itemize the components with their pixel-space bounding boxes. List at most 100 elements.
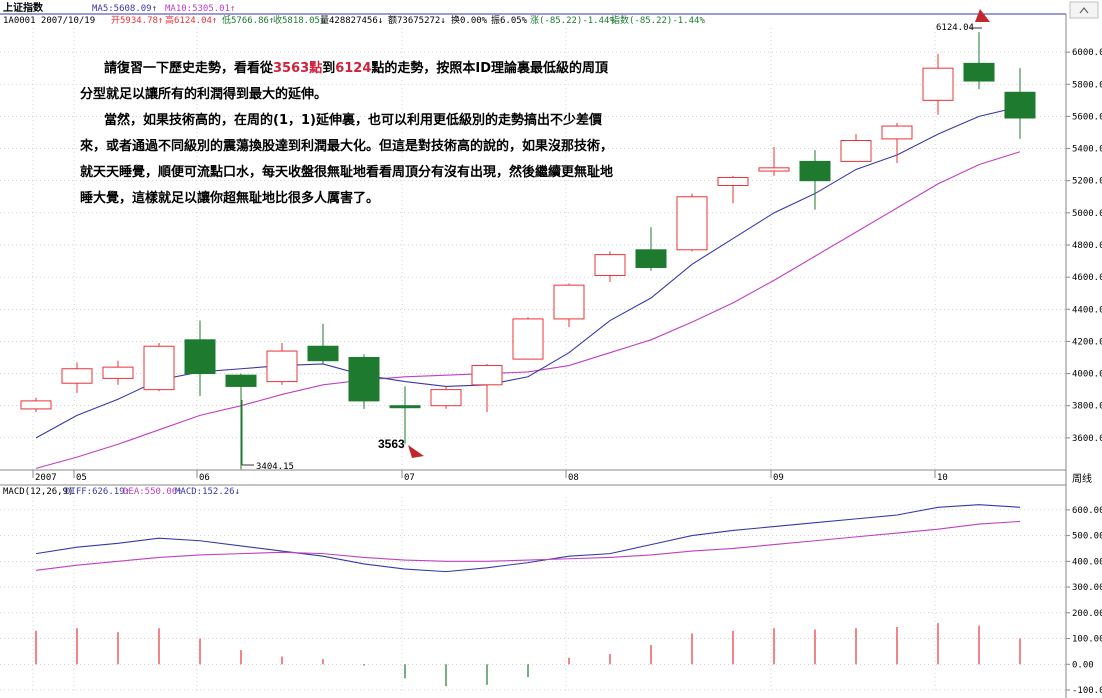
candle [840, 134, 872, 162]
macd-hist-readout: MACD:152.26↓ [175, 487, 240, 497]
macd-lines [35, 504, 1021, 573]
macd-tick-label: 400.00 [1072, 557, 1102, 567]
candle-body [635, 249, 667, 268]
candle-body [922, 67, 954, 101]
volume-readout: 量428827456↓ [320, 15, 383, 26]
macd-diff-line [35, 504, 1021, 573]
candle-body [348, 356, 380, 402]
price-tick-label: 4000.00 [1072, 370, 1102, 380]
candle [266, 343, 298, 385]
low-label: 3563 [378, 437, 405, 451]
turnover-readout: 换0.00% [451, 14, 488, 26]
candle-body [471, 365, 503, 386]
ma5-readout: MA5:5608.09↑ [92, 4, 157, 14]
macd-diff-readout: DIFF:626.19↑ [65, 487, 130, 497]
date-tick-label: 06 [199, 473, 210, 483]
candle-body [61, 368, 93, 384]
price-tick-label: 3800.00 [1072, 402, 1102, 412]
candle-body [758, 167, 790, 172]
price-tick-label: 4400.00 [1072, 305, 1102, 315]
candle [717, 175, 749, 204]
candle-body [512, 318, 544, 360]
candle [676, 193, 708, 252]
amount-readout: 额73675272↓ [388, 14, 446, 26]
macd-tick-label: -100.00 [1072, 686, 1102, 696]
price-tick-label: 5400.00 [1072, 145, 1102, 155]
low-readout: 低5766.86↑ [222, 14, 274, 26]
macd-tick-label: 100.00 [1072, 635, 1102, 645]
candle [61, 362, 93, 393]
scroll-up-button[interactable] [1069, 1, 1099, 19]
period-label: 周线 [1072, 472, 1092, 485]
candle [307, 323, 339, 364]
commentary-p1d: 6124 [335, 61, 372, 76]
macd-tick-label: 0.00 [1072, 660, 1094, 670]
high-label: 6124.04 [936, 23, 974, 33]
candle [922, 53, 954, 115]
macd-tick-label: 300.00 [1072, 583, 1102, 593]
chart-title: 上证指数 [3, 1, 44, 14]
candle-body [594, 254, 626, 277]
candle-body [799, 160, 831, 182]
chevron-up-icon [1079, 7, 1089, 14]
high-arrow-icon [975, 9, 990, 22]
date-tick-label: 05 [76, 473, 87, 483]
candle-body [553, 284, 585, 320]
candle-body [717, 176, 749, 187]
candle-body [676, 196, 708, 251]
commentary-p1c: 到 [322, 61, 336, 76]
amplitude-readout: 振6.05% [491, 14, 528, 26]
candle [225, 373, 257, 470]
macd-name: MACD(12,26,9) [3, 487, 73, 497]
candle [20, 397, 52, 413]
candle [348, 354, 380, 409]
high-readout: 高6124.04↑ [165, 14, 217, 26]
candle-body [307, 345, 339, 362]
price-tick-label: 4200.00 [1072, 337, 1102, 347]
commentary-p1e: 點的走勢，按照本ID理論裏最低級的周頂分型就足以讓所有的利潤得到最大的延伸。 [80, 61, 609, 102]
low-mark-label: 3404.15 [256, 462, 294, 472]
date-tick-label: 09 [773, 473, 784, 483]
code-date: 1A0001 2007/10/19 [3, 16, 95, 26]
ma10-readout: MA10:5305.01↑ [165, 4, 235, 14]
candle-body [184, 339, 216, 375]
candle-body [20, 400, 52, 410]
commentary-text: 請復習一下歷史走勢，看看從3563點到6124點的走勢，按照本ID理論裏最低級的… [80, 56, 620, 212]
macd-tick-label: 500.00 [1072, 532, 1102, 542]
price-tick-label: 4800.00 [1072, 241, 1102, 251]
candle [102, 360, 134, 385]
candle-body [143, 345, 175, 391]
date-tick-label: 08 [568, 473, 579, 483]
commentary-para-2: 當然，如果技術高的，在周的(1，1)延伸裏，也可以利用更低級別的走勢搞出不少差價… [80, 108, 620, 212]
candle [635, 227, 667, 271]
date-tick-label: 2007 [35, 473, 57, 483]
commentary-p1b: 3563點 [273, 61, 323, 76]
candle [594, 251, 626, 282]
candle-body [881, 125, 913, 140]
candles-group [20, 32, 1036, 470]
open-readout: 开5934.78↑ [111, 15, 163, 26]
price-tick-label: 5600.00 [1072, 112, 1102, 122]
commentary-para-1: 請復習一下歷史走勢，看看從3563點到6124點的走勢，按照本ID理論裏最低級的… [80, 56, 620, 108]
macd-tick-label: 600.00 [1072, 506, 1102, 516]
candle [1004, 68, 1036, 139]
price-tick-label: 3600.00 [1072, 434, 1102, 444]
change-readout: 涨(-85.22)-1.44% [530, 15, 615, 26]
ma10-line [35, 151, 1021, 469]
close-readout: 收5818.05↓ [273, 14, 325, 26]
macd-axis: -100.00 0.00 100.00 200.00 300.00 400.00 500.0… [1066, 506, 1102, 696]
candle [471, 363, 503, 413]
date-axis: 2007 05 06 07 08 09 10 [0, 469, 1066, 483]
candle [758, 146, 790, 176]
candle-body [266, 350, 298, 383]
price-tick-label: 6000.00 [1072, 48, 1102, 58]
macd-grid [0, 497, 1066, 691]
candle [184, 320, 216, 397]
candle [143, 343, 175, 392]
candle [389, 386, 421, 444]
candle-body [225, 374, 257, 387]
candle [430, 386, 462, 409]
macd-tick-label: 200.00 [1072, 609, 1102, 619]
price-tick-label: 5200.00 [1072, 177, 1102, 187]
